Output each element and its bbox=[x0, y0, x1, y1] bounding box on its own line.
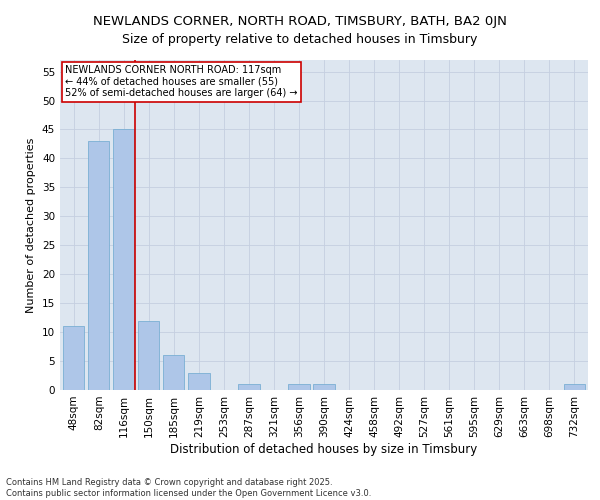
Bar bbox=[289, 384, 310, 390]
Text: Contains HM Land Registry data © Crown copyright and database right 2025.
Contai: Contains HM Land Registry data © Crown c… bbox=[6, 478, 371, 498]
Bar bbox=[88, 141, 109, 390]
Text: NEWLANDS CORNER, NORTH ROAD, TIMSBURY, BATH, BA2 0JN: NEWLANDS CORNER, NORTH ROAD, TIMSBURY, B… bbox=[93, 15, 507, 28]
Bar bbox=[63, 326, 85, 390]
Text: Size of property relative to detached houses in Timsbury: Size of property relative to detached ho… bbox=[122, 32, 478, 46]
X-axis label: Distribution of detached houses by size in Timsbury: Distribution of detached houses by size … bbox=[170, 442, 478, 456]
Bar bbox=[313, 384, 335, 390]
Text: NEWLANDS CORNER NORTH ROAD: 117sqm
← 44% of detached houses are smaller (55)
52%: NEWLANDS CORNER NORTH ROAD: 117sqm ← 44%… bbox=[65, 65, 298, 98]
Bar bbox=[188, 372, 209, 390]
Bar bbox=[238, 384, 260, 390]
Bar bbox=[113, 130, 134, 390]
Bar bbox=[163, 356, 184, 390]
Bar bbox=[563, 384, 585, 390]
Y-axis label: Number of detached properties: Number of detached properties bbox=[26, 138, 37, 312]
Bar bbox=[138, 320, 160, 390]
